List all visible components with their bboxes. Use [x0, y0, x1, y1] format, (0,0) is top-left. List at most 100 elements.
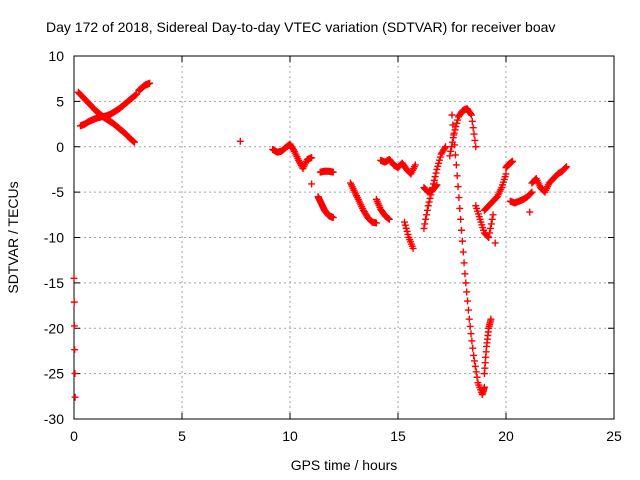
plus-point: [458, 237, 466, 245]
data-points: [70, 79, 570, 401]
series-wedge-19h: [472, 202, 497, 241]
axis-ticks: 0 5 10 15 20 25 -30 -25 -20 -15 -10 -5 0 5 10: [44, 48, 622, 444]
plus-point: [71, 393, 79, 401]
series-flat-16h: [420, 181, 441, 196]
plus-point: [132, 91, 140, 99]
series-peak-20h: [502, 157, 516, 172]
series-x-shape-b: [76, 90, 141, 130]
y-tick-label: -10: [44, 230, 64, 246]
plus-point: [402, 224, 410, 232]
plus-point: [434, 162, 442, 170]
y-tick-label: -15: [44, 275, 64, 291]
plus-point: [71, 346, 79, 354]
plus-point: [70, 298, 78, 306]
plus-point: [487, 220, 495, 228]
plus-point: [462, 279, 470, 287]
series-spike-16h: [420, 143, 450, 232]
plus-point: [425, 198, 433, 206]
plus-point: [488, 215, 496, 223]
series-peak-18h: [446, 105, 480, 160]
series-isolated-11h: [308, 180, 316, 188]
plus-point: [453, 172, 461, 180]
plus-point: [485, 234, 493, 241]
series-early-start: [70, 274, 79, 401]
plus-point: [465, 315, 473, 323]
plus-point: [453, 119, 461, 127]
series-drop-11h: [314, 193, 337, 222]
plus-point: [470, 351, 478, 359]
x-tick-label: 20: [498, 428, 514, 444]
plus-point: [472, 368, 480, 376]
plus-point: [489, 211, 497, 219]
plus-point: [432, 169, 440, 177]
plus-point: [400, 218, 408, 226]
series-rise-19h: [480, 170, 510, 214]
plus-point: [471, 136, 479, 144]
plus-point: [486, 224, 494, 232]
plus-point: [449, 121, 457, 129]
plus-point: [433, 165, 441, 173]
plus-point: [421, 220, 429, 228]
plus-point: [461, 270, 469, 278]
plus-point: [528, 188, 536, 196]
plus-point: [424, 202, 432, 210]
plus-point: [403, 227, 411, 235]
plus-point: [456, 204, 464, 212]
chart-title: Day 172 of 2018, Sidereal Day-to-day VTE…: [46, 19, 555, 35]
y-tick-label: -25: [44, 366, 64, 382]
plus-point: [469, 124, 477, 132]
plus-point: [473, 373, 481, 381]
series-isolated-8h: [236, 137, 244, 145]
plus-point: [308, 180, 316, 188]
plus-point: [70, 274, 78, 282]
y-tick-label: 0: [56, 139, 64, 155]
plus-point: [409, 244, 417, 252]
plus-point: [435, 156, 443, 164]
plus-point: [562, 164, 570, 172]
plus-point: [372, 219, 380, 227]
plus-point: [452, 161, 460, 169]
plus-point: [487, 315, 495, 323]
y-tick-label: -30: [44, 411, 64, 427]
plus-point: [422, 215, 430, 223]
plus-point: [433, 181, 441, 189]
series-wave-22h: [528, 163, 570, 196]
plus-point: [469, 344, 477, 352]
plus-point: [472, 143, 480, 151]
plus-point: [329, 214, 337, 222]
plus-point: [329, 168, 337, 176]
plus-point: [435, 159, 443, 167]
plus-point: [527, 189, 535, 197]
y-tick-label: -20: [44, 320, 64, 336]
plus-point: [454, 183, 462, 191]
plus-point: [432, 182, 440, 190]
plus-point: [464, 306, 472, 314]
plus-point: [447, 147, 455, 155]
plus-point: [458, 226, 466, 234]
plus-point: [146, 79, 154, 87]
plus-point: [454, 116, 462, 124]
plus-point: [480, 383, 488, 391]
x-tick-label: 5: [178, 428, 186, 444]
x-tick-label: 10: [282, 428, 298, 444]
plus-point: [463, 288, 471, 296]
plus-point: [71, 369, 79, 377]
y-tick-label: 5: [56, 93, 64, 109]
x-tick-label: 0: [70, 428, 78, 444]
plus-point: [308, 154, 316, 162]
plus-point: [423, 211, 431, 219]
plus-point: [451, 151, 459, 159]
x-axis-label: GPS time / hours: [291, 457, 398, 473]
plus-point: [491, 239, 499, 247]
plus-point: [431, 173, 439, 181]
plus-point: [468, 117, 476, 125]
plus-point: [460, 259, 468, 267]
plus-point: [466, 322, 474, 330]
plus-point: [467, 330, 475, 338]
series-rise-3h: [135, 79, 154, 94]
plus-point: [426, 194, 434, 202]
plus-point: [464, 297, 472, 305]
plus-point: [451, 141, 459, 149]
plus-point: [502, 170, 510, 178]
plus-point: [441, 144, 449, 152]
